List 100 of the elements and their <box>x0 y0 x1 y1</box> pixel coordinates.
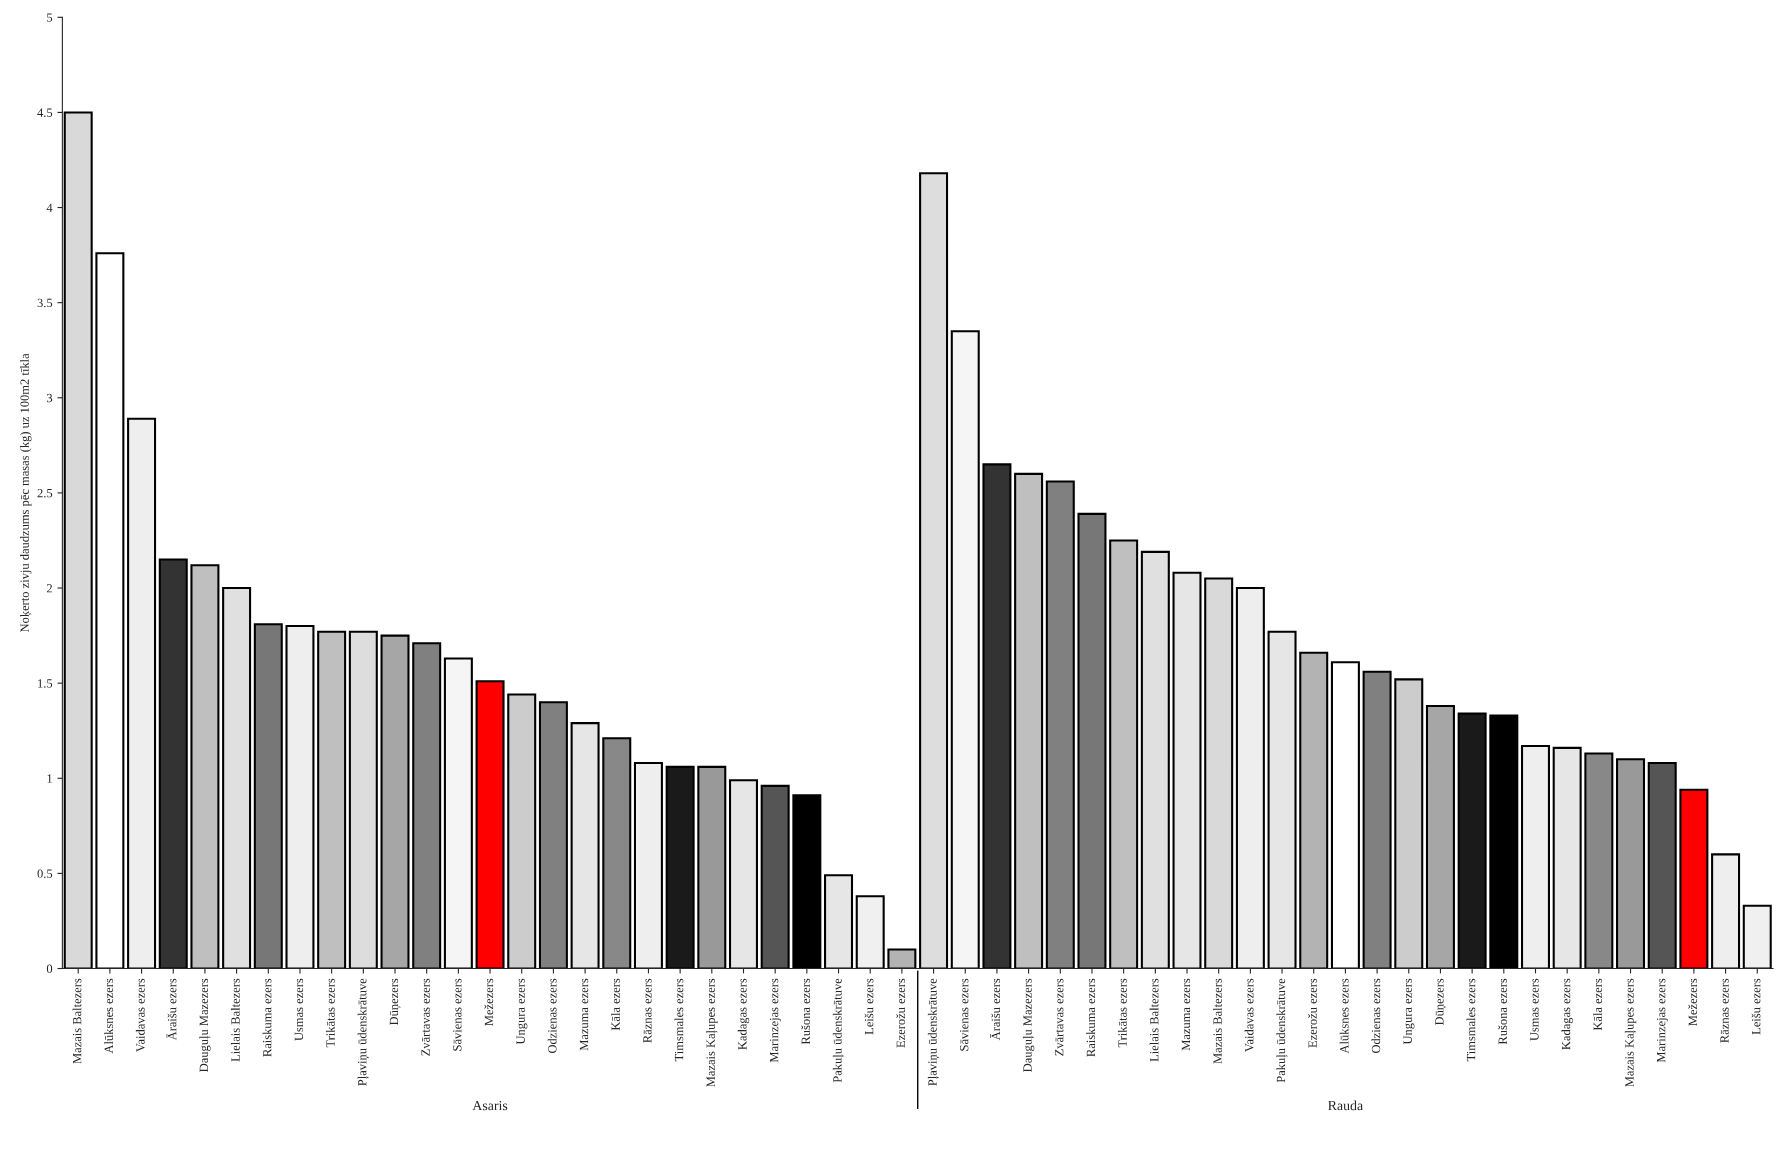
x-tick-label: Rušona ezers <box>801 978 810 1045</box>
bar <box>63 111 93 969</box>
bar <box>855 895 885 969</box>
bar <box>1077 512 1107 969</box>
x-tick-label: Timsmales ezers <box>674 978 684 1062</box>
x-tick-label: Pakuļu ūdenskrātuve <box>832 978 845 1083</box>
bar <box>633 762 663 969</box>
y-tick-label: 3 <box>47 393 53 403</box>
bar <box>538 701 568 969</box>
bar <box>127 417 157 969</box>
x-tick-label: Kāla ezers <box>1593 978 1602 1031</box>
x-tick-label: Mazuma ezers <box>579 978 589 1051</box>
y-axis-title: Noķerto zivju daudzums pēc masas (kg) uz 100m2 tīkla <box>20 353 32 633</box>
x-tick-label: Sāvienas ezers <box>453 978 462 1051</box>
bar <box>982 463 1012 969</box>
x-tick-label: Mazais Baltezers <box>72 978 82 1064</box>
x-tick-label: Lielais Baltezers <box>1149 978 1159 1062</box>
x-tick-label: Usmas ezers <box>1530 978 1539 1041</box>
bar <box>1394 678 1424 969</box>
x-tick-label: Raiskuma ezers <box>262 978 272 1057</box>
bar <box>475 680 505 969</box>
y-tick-label: 1 <box>47 774 52 783</box>
x-tick-label: Odzienas ezers <box>1371 978 1381 1054</box>
x-tick-label: Pakuļu ūdenskrātuve <box>1276 978 1288 1083</box>
bar <box>602 737 632 969</box>
x-tick-label: Kāla ezers <box>611 978 620 1031</box>
bar <box>158 558 188 969</box>
x-tick-label: Timsmales ezers <box>1466 978 1476 1062</box>
bar <box>95 252 125 969</box>
bar <box>824 874 854 969</box>
x-tick-label: Dūņezers <box>389 978 401 1026</box>
bar <box>1742 904 1772 969</box>
x-tick-label: Leišu ezers <box>1751 978 1761 1035</box>
x-tick-label: Odzienas ezers <box>547 978 557 1054</box>
bar <box>1045 480 1075 969</box>
bar <box>285 625 315 969</box>
x-tick-label: Dauguļu Mazezers <box>1022 978 1035 1072</box>
bar <box>190 564 220 969</box>
x-tick-label: Mazais Kaļupes ezers <box>1624 978 1637 1087</box>
x-tick-label: Kadagas ezers <box>737 978 750 1050</box>
bar <box>1109 539 1139 969</box>
x-tick-label: Kadagas ezers <box>1561 978 1573 1050</box>
x-tick-label: Raiskuma ezers <box>1086 978 1096 1057</box>
bar <box>1647 762 1677 969</box>
bar <box>697 765 727 969</box>
x-tick-label: Marinzejas ezers <box>1656 978 1668 1063</box>
bar <box>380 634 410 969</box>
x-tick-label: Mežezers <box>484 978 494 1026</box>
bar <box>760 784 790 969</box>
text: Rauda <box>1328 1100 1363 1111</box>
bar <box>570 722 600 969</box>
x-tick-label: Pļaviņu ūdenskrātuve <box>927 978 940 1086</box>
x-tick-label: Mazais Kaļupes ezers <box>706 978 718 1087</box>
x-tick-label: Zvārtavas ezers <box>1055 978 1064 1056</box>
bar <box>1711 853 1741 969</box>
y-tick-label: 2 <box>46 584 52 593</box>
bar <box>728 779 758 969</box>
bar <box>443 657 473 969</box>
bar <box>1616 758 1646 969</box>
y-tick-label: 0 <box>46 964 53 973</box>
x-tick-label: Ungura ezers <box>516 978 528 1045</box>
bar <box>1520 744 1550 969</box>
y-tick-label: 0.5 <box>37 869 53 878</box>
bar <box>1014 472 1044 969</box>
y-tick-label: 2.5 <box>37 488 53 498</box>
x-tick-label: Rušona ezers <box>1498 978 1507 1045</box>
bar <box>1425 704 1455 969</box>
bar <box>507 693 537 969</box>
x-tick-label: Āraišu ezers <box>166 978 177 1041</box>
x-tick-label: Dūņezers <box>1435 978 1447 1026</box>
y-tick-label: 1.5 <box>38 679 53 688</box>
x-tick-label: Vaidavas ezers <box>135 978 145 1053</box>
bar <box>919 172 949 969</box>
bar <box>1584 752 1614 969</box>
bar <box>348 630 378 969</box>
x-tick-label: Vaidavas ezers <box>1244 978 1254 1053</box>
text: Asaris <box>472 1100 508 1111</box>
x-tick-label: Ezerožu ezers <box>896 978 906 1048</box>
y-tick-label: 4.5 <box>37 108 53 117</box>
x-tick-label: Ezerožu ezers <box>1308 978 1317 1048</box>
x-tick-label: Alūksnes ezers <box>1339 978 1349 1054</box>
bar <box>887 948 917 969</box>
bar <box>317 630 347 969</box>
y-tick-label: 5 <box>47 13 53 22</box>
bar <box>1362 670 1392 969</box>
x-tick-label: Ungura ezers <box>1403 978 1415 1045</box>
x-tick-label: Usmas ezers <box>294 978 304 1041</box>
bar <box>1204 577 1234 969</box>
x-tick-label: Sāvienas ezers <box>959 978 969 1051</box>
x-tick-label: Lielais Baltezers <box>230 978 240 1062</box>
bar <box>1235 586 1265 969</box>
y-tick-label: 3.5 <box>37 298 53 308</box>
bar <box>950 330 980 969</box>
bar <box>1489 714 1519 969</box>
bar <box>1552 746 1582 969</box>
x-tick-label: Āraišu ezers <box>990 978 1001 1041</box>
x-tick-label: Dauguļu Mazezers <box>199 978 211 1072</box>
bar <box>222 586 252 969</box>
bar <box>1172 571 1202 969</box>
bar <box>1679 788 1709 969</box>
